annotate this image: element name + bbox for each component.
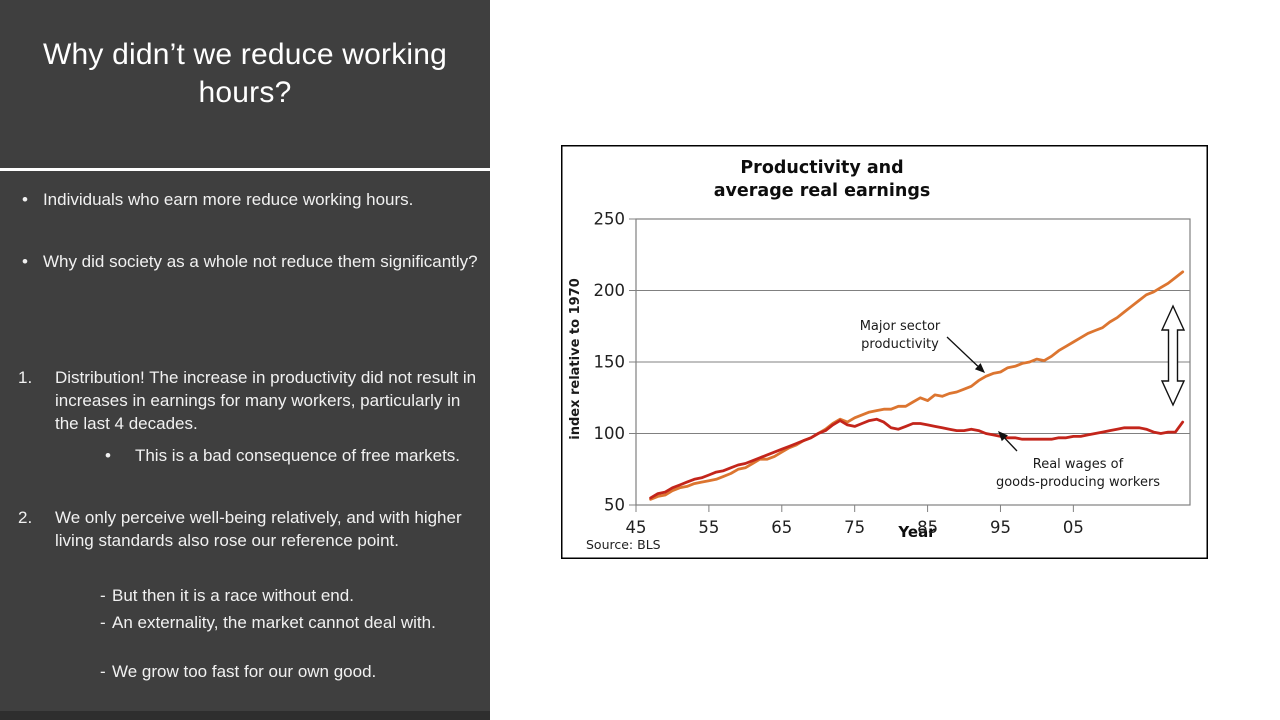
x-tick-label: 65 bbox=[771, 518, 792, 537]
dash-item-1: But then it is a race without end. bbox=[0, 584, 490, 607]
bullet-text: Why did society as a whole not reduce th… bbox=[42, 252, 478, 271]
dash-item-3: We grow too fast for our own good. bbox=[0, 660, 490, 683]
slide-title: Why didn’t we reduce working hours? bbox=[42, 38, 448, 110]
y-tick-label: 200 bbox=[594, 281, 626, 300]
productivity-label-arrow bbox=[946, 336, 979, 367]
productivity-label-arrowhead bbox=[974, 363, 985, 373]
item-text: Distribution! The increase in productivi… bbox=[55, 368, 477, 433]
y-tick-label: 150 bbox=[594, 353, 626, 372]
productivity-line bbox=[649, 270, 1185, 501]
panel-footer-strip bbox=[0, 711, 490, 720]
y-tick-label: 100 bbox=[594, 424, 626, 443]
bullet-item-2: Why did society as a whole not reduce th… bbox=[0, 250, 490, 273]
x-axis-label: Year bbox=[897, 523, 936, 541]
sub-bullet-item: This is a bad consequence of free market… bbox=[0, 444, 490, 467]
item-number: 1. bbox=[18, 368, 33, 387]
dash-text: But then it is a race without end. bbox=[112, 586, 354, 605]
x-tick-label: 45 bbox=[626, 518, 647, 537]
chart-title-line2: average real earnings bbox=[714, 181, 931, 201]
wages-label-text: Real wages of bbox=[1033, 457, 1124, 472]
item-number: 2. bbox=[18, 508, 33, 527]
wages-label-arrow bbox=[1004, 437, 1018, 452]
productivity-label-text: Major sector bbox=[860, 319, 941, 334]
wages-label-text: goods-producing workers bbox=[996, 475, 1160, 490]
bullet-text: Individuals who earn more reduce working… bbox=[42, 190, 414, 209]
chart-title-line1: Productivity and bbox=[740, 158, 903, 178]
item-text: We only perceive well-being relatively, … bbox=[55, 508, 462, 550]
x-tick-label: 75 bbox=[844, 518, 865, 537]
gap-double-arrow-icon bbox=[1160, 304, 1186, 407]
bullet-item-1: Individuals who earn more reduce working… bbox=[0, 188, 490, 211]
dash-text: We grow too fast for our own good. bbox=[112, 662, 377, 681]
dash-item-2: An externality, the market cannot deal w… bbox=[0, 611, 490, 634]
source-note: Source: BLS bbox=[586, 537, 661, 552]
slide-left-panel: Why didn’t we reduce working hours? Indi… bbox=[0, 0, 490, 720]
productivity-label-text: productivity bbox=[861, 337, 939, 352]
chart-container: Productivity and average real earnings i… bbox=[561, 145, 1208, 559]
x-tick-label: 55 bbox=[698, 518, 719, 537]
x-tick-label: 05 bbox=[1063, 518, 1084, 537]
real-wages-line bbox=[649, 417, 1185, 500]
y-tick-label: 250 bbox=[594, 210, 626, 229]
productivity-earnings-chart: Productivity and average real earnings i… bbox=[561, 145, 1208, 559]
numbered-item-1: 1. Distribution! The increase in product… bbox=[0, 366, 490, 435]
wages-label-arrowhead bbox=[998, 431, 1008, 442]
x-tick-label: 85 bbox=[917, 518, 938, 537]
numbered-item-2: 2. We only perceive well-being relativel… bbox=[0, 506, 490, 552]
y-axis-label: index relative to 1970 bbox=[568, 278, 583, 440]
plot-area: 50 100 150 200 250 45 55 65 75 85 95 05 Major sector… bbox=[594, 210, 1191, 537]
x-tick-label: 95 bbox=[990, 518, 1011, 537]
title-divider bbox=[0, 168, 490, 171]
dash-text: An externality, the market cannot deal w… bbox=[112, 613, 436, 632]
y-tick-label: 50 bbox=[604, 496, 625, 515]
sub-bullet-text: This is a bad consequence of free market… bbox=[134, 446, 461, 465]
